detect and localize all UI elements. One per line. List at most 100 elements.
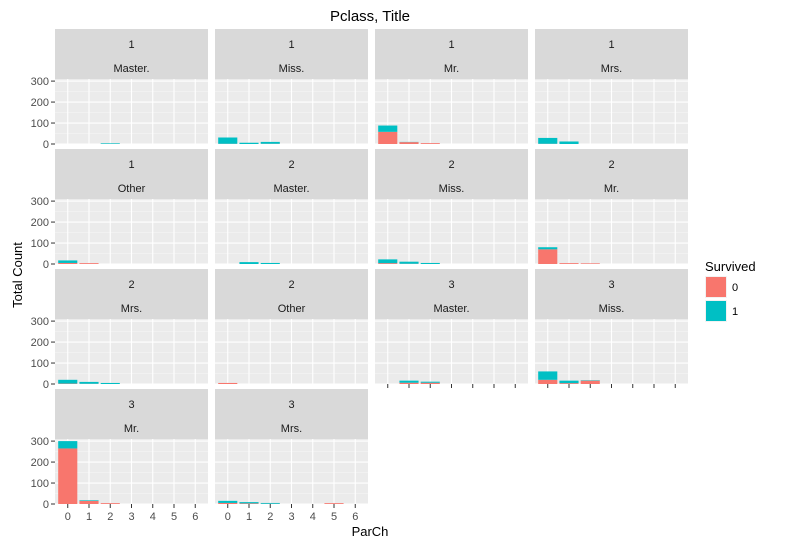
facet-strip-title: Other [278,303,306,315]
facet-strip-pclass: 3 [128,399,134,411]
bar-survived-1 [559,380,579,384]
facet-panel: 2 Mrs. 0 100 200 300 [31,269,208,391]
facet-strip-title: Mr. [604,183,619,195]
bar-survived-1 [100,143,120,144]
legend-swatch [706,277,726,297]
x-tick-label: 1 [246,511,252,523]
x-axis-title: ParCh [352,524,389,539]
x-tick-label: 4 [150,511,156,523]
facet-panel: 3 Mr. 0 100 200 300 0 1 2 3 4 5 6 [31,389,208,523]
bar-survived-0 [399,142,419,144]
facet-strip [535,269,688,319]
facet-strip-title: Mr. [444,63,459,75]
facet-panel: 1 Other 0 100 200 300 [31,149,208,271]
x-tick-label: 3 [128,511,134,523]
bar-survived-1 [399,261,419,264]
y-tick-label: 300 [31,76,49,88]
facet-strip-pclass: 1 [128,39,134,51]
bar-survived-0 [399,382,419,384]
bar-survived-1 [260,262,280,264]
y-tick-label: 0 [43,499,49,511]
facet-strip [375,269,528,319]
facet-panel: 3 Miss. [535,269,688,388]
y-tick-label: 0 [43,379,49,391]
facet-strip [535,149,688,199]
facet-panel: 2 Master. [215,149,368,265]
bar-survived-0 [100,503,120,504]
facet-strip-pclass: 2 [288,279,294,291]
facet-strip-pclass: 3 [608,279,614,291]
x-tick-label: 5 [171,511,177,523]
facet-strip [375,29,528,79]
facet-strip-pclass: 2 [128,279,134,291]
bar-survived-1 [420,262,440,264]
bar-survived-0 [420,143,440,144]
facet-strip-title: Master. [273,183,309,195]
facet-strip [55,149,208,199]
y-tick-label: 0 [43,259,49,271]
facet-strip [215,29,368,79]
facet-strip-title: Mrs. [121,303,142,315]
x-tick-label: 2 [107,511,113,523]
bar-survived-1 [378,259,398,264]
bar-survived-1 [239,142,259,144]
x-tick-label: 4 [310,511,316,523]
facet-strip-title: Miss. [439,183,465,195]
y-axis-title: Total Count [10,242,25,308]
facet-strip-pclass: 1 [128,159,134,171]
y-tick-label: 300 [31,196,49,208]
bar-survived-0 [58,262,78,264]
facet-strip-pclass: 3 [448,279,454,291]
facet-strip-pclass: 2 [448,159,454,171]
x-tick-label: 6 [192,511,198,523]
facet-panel: 1 Mrs. [535,29,688,145]
facet-strip-title: Mrs. [601,63,622,75]
bar-survived-1 [218,137,238,144]
facet-strip-title: Other [118,183,146,195]
bar-survived-0 [580,263,600,264]
y-tick-label: 100 [31,478,49,490]
facet-strip-title: Mrs. [281,423,302,435]
facet-panel: 2 Other [215,269,368,385]
facet-panel: 1 Mr. [375,29,528,145]
facet-strip-title: Miss. [279,63,305,75]
facet-strip-pclass: 2 [608,159,614,171]
facet-strip [215,149,368,199]
bar-survived-1 [538,247,558,250]
bar-survived-1 [538,137,558,144]
legend-label: 0 [732,282,738,294]
y-tick-label: 300 [31,316,49,328]
bar-survived-1 [218,500,238,503]
facet-panel: 1 Master. 0 100 200 300 [31,29,208,151]
facet-panel: 2 Mr. [535,149,688,265]
legend-swatch [706,301,726,321]
y-tick-label: 300 [31,436,49,448]
facet-strip-pclass: 1 [448,39,454,51]
facet-strip-title: Mr. [124,423,139,435]
facet-strip [535,29,688,79]
facet-strip-pclass: 1 [288,39,294,51]
x-tick-label: 2 [267,511,273,523]
bar-survived-1 [260,502,280,504]
bar-survived-0 [324,503,344,504]
bar-survived-1 [239,502,259,504]
bar-survived-1 [58,379,78,384]
x-tick-label: 0 [65,511,71,523]
facet-strip-pclass: 1 [608,39,614,51]
x-tick-label: 3 [288,511,294,523]
bar-survived-1 [79,381,99,384]
bar-survived-1 [399,380,419,383]
bar-survived-1 [378,125,398,132]
bar-survived-1 [58,441,78,449]
legend-title: Survived [705,259,756,274]
bar-survived-0 [79,500,99,504]
bar-survived-1 [58,260,78,263]
bar-survived-0 [538,249,558,264]
bar-survived-0 [218,382,238,384]
y-tick-label: 0 [43,139,49,151]
bar-survived-0 [378,263,398,264]
bar-survived-0 [218,502,238,504]
bar-survived-0 [378,131,398,144]
chart-title: Pclass, Title [330,8,410,25]
facet-strip [55,269,208,319]
